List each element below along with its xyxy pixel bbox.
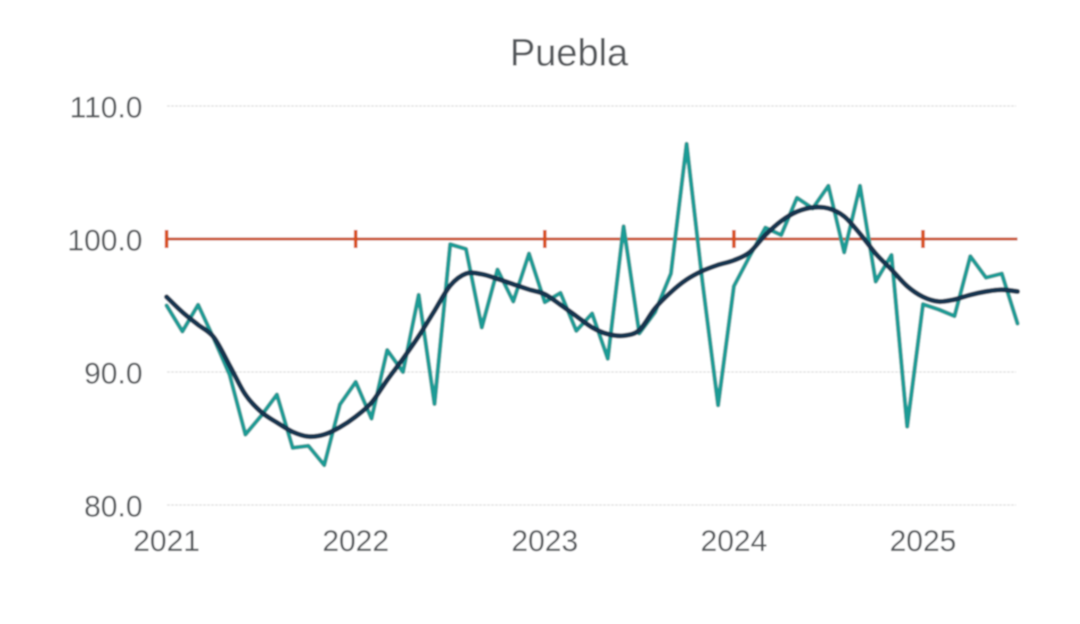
svg-text:2022: 2022: [322, 525, 389, 558]
svg-text:100.0: 100.0: [67, 225, 142, 258]
svg-text:2024: 2024: [701, 525, 768, 558]
svg-text:90.0: 90.0: [84, 358, 142, 391]
svg-text:2023: 2023: [511, 525, 578, 558]
svg-text:Puebla: Puebla: [510, 33, 629, 75]
svg-text:2025: 2025: [890, 525, 957, 558]
svg-text:80.0: 80.0: [84, 491, 142, 524]
svg-text:2021: 2021: [133, 525, 200, 558]
svg-text:110.0: 110.0: [70, 92, 143, 125]
